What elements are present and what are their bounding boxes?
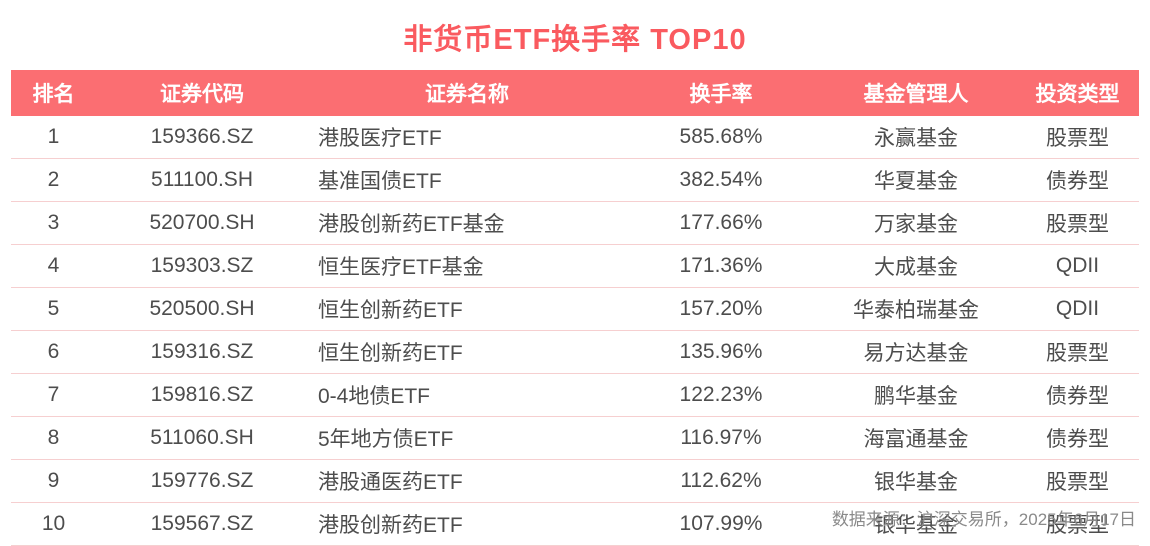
manager-cell: 银华基金 [816,502,1016,546]
rank-cell: 10 [11,502,96,546]
code-cell: 159366.SZ [96,116,308,159]
type-cell: QDII [1016,244,1139,288]
rank-cell: 4 [11,244,96,288]
page-title: 非货币ETF换手率 TOP10 [403,24,747,56]
code-cell: 159567.SZ [96,502,308,546]
name-cell: 港股通医药ETF [308,459,626,503]
turnover-cell: 135.96% [626,330,816,374]
rank-cell: 3 [11,201,96,245]
code-cell: 511100.SH [96,158,308,202]
header-cell-manager: 基金管理人 [816,70,1016,116]
rank-cell: 8 [11,416,96,460]
type-cell: QDII [1016,287,1139,331]
name-cell: 港股医疗ETF [308,116,626,159]
code-cell: 520500.SH [96,287,308,331]
rank-cell: 5 [11,287,96,331]
table-row: 8 511060.SH 5年地方债ETF 116.97% 海富通基金 债券型 [11,416,1139,460]
turnover-cell: 171.36% [626,244,816,288]
table-row: 3 520700.SH 港股创新药ETF基金 177.66% 万家基金 股票型 [11,201,1139,245]
table-row: 2 511100.SH 基准国债ETF 382.54% 华夏基金 债券型 [11,158,1139,202]
manager-cell: 海富通基金 [816,416,1016,460]
manager-cell: 华夏基金 [816,158,1016,202]
manager-cell: 永赢基金 [816,116,1016,159]
data-source-note: 数据来源：沪深交易所，2025年6月17日 [831,510,1136,529]
name-cell: 恒生医疗ETF基金 [308,244,626,288]
table-body: 1 159366.SZ 港股医疗ETF 585.68% 永赢基金 股票型 2 511100.S… [11,116,1139,546]
turnover-cell: 116.97% [626,416,816,460]
type-cell: 债券型 [1016,373,1139,417]
table-row: 5 520500.SH 恒生创新药ETF 157.20% 华泰柏瑞基金 QDII [11,287,1139,331]
header-cell-name: 证券名称 [308,70,626,116]
turnover-cell: 157.20% [626,287,816,331]
name-cell: 5年地方债ETF [308,416,626,460]
table-header: 排名 证券代码 证券名称 换手率 基金管理人 投资类型 [11,70,1139,116]
manager-cell: 银华基金 [816,459,1016,503]
turnover-cell: 112.62% [626,459,816,503]
table-row: 6 159316.SZ 恒生创新药ETF 135.96% 易方达基金 股票型 [11,330,1139,374]
turnover-cell: 177.66% [626,201,816,245]
name-cell: 港股创新药ETF基金 [308,201,626,245]
code-cell: 159776.SZ [96,459,308,503]
rank-cell: 9 [11,459,96,503]
type-cell: 股票型 [1016,502,1139,546]
code-cell: 159303.SZ [96,244,308,288]
turnover-cell: 107.99% [626,502,816,546]
type-cell: 股票型 [1016,116,1139,159]
name-cell: 0-4地债ETF [308,373,626,417]
rank-cell: 7 [11,373,96,417]
name-cell: 恒生创新药ETF [308,287,626,331]
name-cell: 港股创新药ETF [308,502,626,546]
type-cell: 债券型 [1016,158,1139,202]
header-cell-code: 证券代码 [96,70,308,116]
code-cell: 520700.SH [96,201,308,245]
name-cell: 基准国债ETF [308,158,626,202]
code-cell: 511060.SH [96,416,308,460]
etf-turnover-table: 排名 证券代码 证券名称 换手率 基金管理人 投资类型 1 159366.SZ 港股… [11,70,1139,546]
type-cell: 股票型 [1016,201,1139,245]
table-row: 7 159816.SZ 0-4地债ETF 122.23% 鹏华基金 债券型 [11,373,1139,417]
manager-cell: 大成基金 [816,244,1016,288]
manager-cell: 鹏华基金 [816,373,1016,417]
table-header-row: 排名 证券代码 证券名称 换手率 基金管理人 投资类型 [11,70,1139,116]
type-cell: 股票型 [1016,330,1139,374]
manager-cell: 万家基金 [816,201,1016,245]
header-cell-rank: 排名 [11,70,96,116]
table-row: 4 159303.SZ 恒生医疗ETF基金 171.36% 大成基金 QDII [11,244,1139,288]
rank-cell: 6 [11,330,96,374]
rank-cell: 2 [11,158,96,202]
header-cell-type: 投资类型 [1016,70,1139,116]
turnover-cell: 382.54% [626,158,816,202]
manager-cell: 华泰柏瑞基金 [816,287,1016,331]
code-cell: 159316.SZ [96,330,308,374]
table-row: 9 159776.SZ 港股通医药ETF 112.62% 银华基金 股票型 [11,459,1139,503]
code-cell: 159816.SZ [96,373,308,417]
table-row: 10 159567.SZ 港股创新药ETF 107.99% 银华基金 股票型 [11,502,1139,546]
type-cell: 债券型 [1016,416,1139,460]
table-row: 1 159366.SZ 港股医疗ETF 585.68% 永赢基金 股票型 [11,116,1139,159]
header-cell-turnover: 换手率 [626,70,816,116]
type-cell: 股票型 [1016,459,1139,503]
name-cell: 恒生创新药ETF [308,330,626,374]
rank-cell: 1 [11,116,96,159]
turnover-cell: 585.68% [626,116,816,159]
turnover-cell: 122.23% [626,373,816,417]
manager-cell: 易方达基金 [816,330,1016,374]
